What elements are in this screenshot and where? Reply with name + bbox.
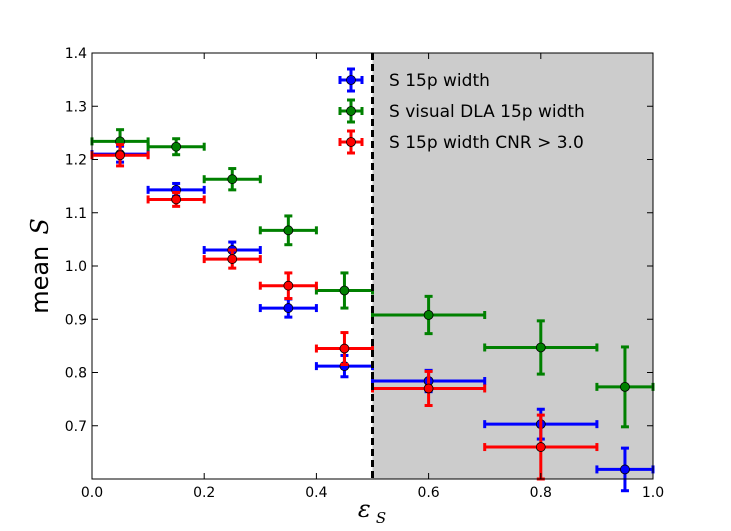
series-2 [90, 128, 655, 429]
marker [423, 310, 434, 320]
legend-entry: S visual DLA 15p width [338, 98, 585, 124]
chart-marks [90, 128, 655, 493]
marker [535, 342, 546, 353]
marker [339, 343, 350, 354]
legend-entry: S 15p width CNR > 3.0 [338, 129, 584, 155]
data-point [202, 167, 262, 192]
data-point [483, 319, 599, 376]
legend-marker [346, 137, 356, 147]
legend-label: S 15p width CNR > 3.0 [389, 133, 584, 153]
legend-entry: S 15p width [338, 67, 490, 93]
x-tick-label: 1.0 [642, 485, 664, 501]
x-tick-label: 0.4 [305, 485, 327, 501]
data-point [202, 248, 262, 270]
y-tick-label: 0.9 [65, 312, 87, 328]
data-point [258, 214, 318, 247]
y-tick-label: 1.4 [65, 46, 87, 62]
legend: S 15p width S visual DLA 15p width S 15p w… [338, 67, 585, 155]
marker [423, 383, 434, 394]
x-tick-label: 0.2 [193, 485, 215, 501]
marker [227, 174, 238, 185]
data-point [314, 271, 374, 310]
marker [620, 381, 630, 392]
x-tick-label: 0.0 [81, 485, 103, 501]
marker [171, 141, 182, 152]
data-point [371, 369, 487, 408]
data-point [146, 191, 206, 208]
x-axis-label: ε S [358, 495, 386, 527]
y-tick-label: 0.8 [65, 366, 87, 382]
legend-marker [346, 106, 356, 116]
marker [339, 285, 350, 296]
x-tick-label: 0.8 [530, 485, 552, 501]
y-axis-label: mean S [26, 218, 54, 314]
x-axis-label-subscript: S [376, 509, 386, 527]
y-axis-label-prefix: mean [26, 246, 54, 314]
data-point [258, 271, 318, 300]
y-tick-label: 1.3 [65, 99, 87, 115]
y-axis-label-symbol: S [26, 218, 54, 234]
legend-label: S 15p width [389, 71, 490, 91]
data-point [146, 137, 206, 157]
legend-marker [346, 75, 356, 85]
data-point [595, 446, 655, 493]
shaded-region [372, 53, 653, 479]
marker [283, 303, 294, 313]
marker [535, 442, 546, 452]
data-point [371, 294, 487, 336]
data-point [314, 331, 374, 367]
marker [171, 194, 182, 205]
marker [283, 225, 294, 236]
marker [620, 464, 630, 475]
axis-ticks: 0.0 0.2 0.4 0.6 0.8 1.0 0.7 0.8 0.9 1.0 1.1 1.2 1.3 1… [65, 46, 664, 501]
y-tick-label: 1.1 [65, 206, 87, 222]
x-tick-label: 0.6 [417, 485, 439, 501]
marker [115, 150, 125, 161]
marker [283, 280, 294, 291]
marker [227, 254, 238, 264]
y-tick-label: 1.2 [65, 153, 87, 169]
data-point [483, 413, 599, 481]
series-3 [90, 143, 599, 481]
y-tick-label: 0.7 [65, 419, 87, 435]
x-axis-label-symbol: ε [358, 495, 371, 523]
y-tick-label: 1.0 [65, 259, 87, 275]
legend-label: S visual DLA 15p width [389, 102, 585, 122]
